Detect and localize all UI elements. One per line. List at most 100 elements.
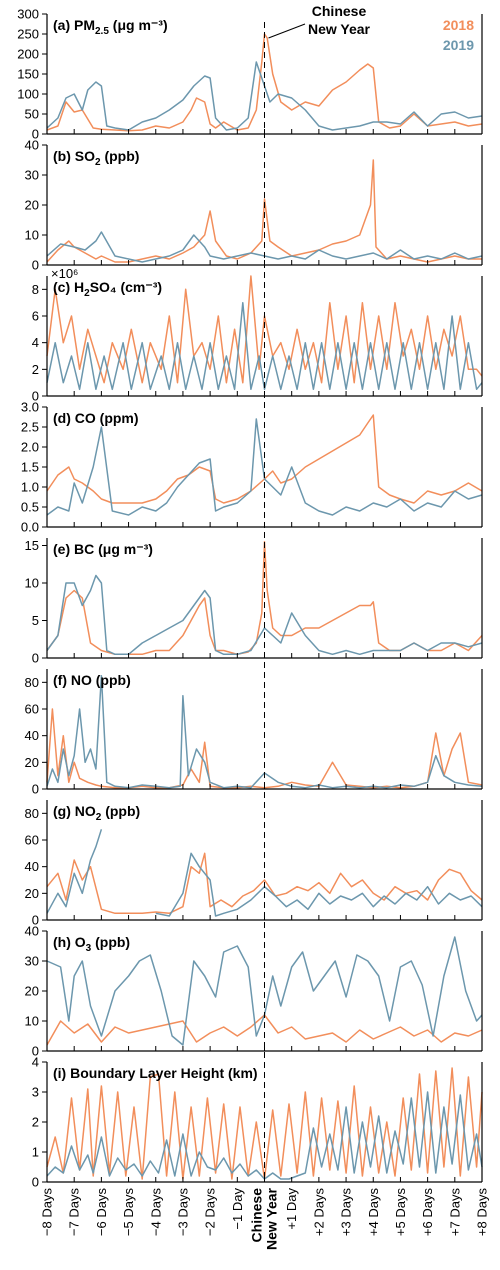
panel-title: (e) BC (μg m⁻³) [53, 541, 153, 557]
x-tick-label-new-year: New Year [264, 1187, 280, 1250]
series-2018-line [46, 33, 483, 132]
chinese-new-year-pointer [268, 23, 306, 39]
y-tick-label: 0 [32, 127, 39, 142]
y-tick-label: 15 [25, 538, 39, 553]
x-tick-label: +6 Days [420, 1188, 435, 1237]
series-2019-line [46, 829, 483, 917]
x-tick-label: −5 Days [121, 1188, 136, 1237]
x-tick-label: −7 Days [67, 1188, 82, 1237]
y-tick-label: 20 [25, 198, 39, 213]
x-tick-label: +4 Days [366, 1188, 381, 1237]
panel-title: (c) H2SO₄ (cm⁻³) [53, 279, 162, 299]
panel-8: 0 10 20 30 40 (h) O3 (ppb) [25, 924, 483, 1059]
y-tick-label: 0 [32, 389, 39, 404]
y-tick-label: 4 [32, 1055, 39, 1070]
y-tick-label: 2 [32, 362, 39, 377]
y-tick-label: 60 [25, 833, 39, 848]
y-tick-label: 0 [32, 782, 39, 797]
series-2018-line [46, 159, 482, 263]
x-tick-label: −8 Days [40, 1188, 55, 1237]
x-tick-label: +1 Day [284, 1188, 299, 1230]
series-2018-line [46, 414, 483, 504]
y-tick-label: 40 [25, 138, 39, 153]
series-2019-line [46, 674, 483, 789]
x-tick-label: −4 Days [148, 1188, 163, 1237]
y-tick-label: 10 [25, 228, 39, 243]
overlay-layer: Chinese New Year 2018 2019 [264, 3, 474, 1182]
y-tick-label: 1.5 [21, 460, 39, 475]
series-2019-line [46, 574, 483, 656]
y-tick-label: 80 [25, 675, 39, 690]
y-tick-label: 0.5 [21, 500, 39, 515]
series-2019-line [46, 231, 483, 263]
y-tick-label: 150 [17, 67, 39, 82]
series-2019-line [46, 301, 483, 391]
y-tick-label: 100 [17, 87, 39, 102]
x-tick-label: +7 Days [447, 1188, 462, 1237]
x-tick-label: −3 Days [175, 1188, 190, 1237]
y-tick-label: 6 [32, 309, 39, 324]
panel-title: (b) SO2 (ppb) [53, 148, 139, 168]
x-tick-label-chinese: Chinese [249, 1188, 265, 1243]
y-tick-label: 30 [25, 954, 39, 969]
x-tick-label: −2 Days [203, 1188, 218, 1237]
x-tick-label: +2 Days [311, 1188, 326, 1237]
legend-entry-2018: 2018 [443, 17, 474, 33]
series-2019-line [46, 418, 483, 516]
y-tick-label: 300 [17, 7, 39, 22]
y-tick-label: 0 [32, 651, 39, 666]
y-tick-label: 20 [25, 886, 39, 901]
y-tick-label: 20 [25, 984, 39, 999]
x-tick-label: −6 Days [94, 1188, 109, 1237]
panel-title: (g) NO2 (ppb) [53, 803, 140, 823]
y-tick-label: 10 [25, 1014, 39, 1029]
panel-4: 0.0 0.5 1.0 1.5 2.0 2.5 3.0 (d) CO (ppm) [21, 400, 483, 535]
y-axis-multiplier: ×10⁶ [51, 266, 78, 281]
x-tick-label: +5 Days [393, 1188, 408, 1237]
y-tick-label: 3 [32, 1085, 39, 1100]
panel-9: 0 1 2 3 4 (i) Boundary Layer Height (km) [32, 1055, 483, 1190]
y-tick-label: 20 [25, 755, 39, 770]
panel-title: (h) O3 (ppb) [53, 934, 130, 954]
y-tick-label: 0.0 [21, 520, 39, 535]
panel-1: 0 50 100 150 200 250 300 (a) PM2.5 (μg m⁻³) [17, 7, 483, 142]
panel-3: 0 2 4 6 8 (c) H2SO₄ (cm⁻³)×10⁶ [32, 266, 483, 404]
panel-5: 0 5 10 15 (e) BC (μg m⁻³) [25, 538, 483, 666]
y-tick-label: 8 [32, 282, 39, 297]
annotation-chinese-line1: Chinese [312, 3, 367, 19]
y-tick-label: 80 [25, 806, 39, 821]
series-2019-line [46, 61, 483, 131]
y-tick-label: 1 [32, 1145, 39, 1160]
y-tick-label: 5 [32, 613, 39, 628]
y-tick-label: 3.0 [21, 400, 39, 415]
y-tick-label: 40 [25, 859, 39, 874]
y-tick-label: 30 [25, 168, 39, 183]
y-tick-label: 10 [25, 576, 39, 591]
y-tick-label: 200 [17, 47, 39, 62]
y-tick-label: 0 [32, 1044, 39, 1059]
y-tick-label: 0 [32, 913, 39, 928]
panel-title: (d) CO (ppm) [53, 410, 139, 426]
y-tick-label: 1.0 [21, 480, 39, 495]
y-tick-label: 250 [17, 27, 39, 42]
y-tick-label: 40 [25, 924, 39, 939]
y-tick-label: 2 [32, 1115, 39, 1130]
panel-title: (i) Boundary Layer Height (km) [53, 1065, 258, 1081]
panel-6: 0 20 40 60 80 (f) NO (ppb) [25, 669, 483, 797]
annotation-new-year-line2: New Year [308, 21, 371, 37]
panel-title: (f) NO (ppb) [53, 672, 131, 688]
series-2018-line [46, 852, 483, 915]
x-tick-label: +8 Days [475, 1188, 490, 1237]
x-tick-label: +3 Days [339, 1188, 354, 1237]
series-2018-line [46, 275, 483, 384]
panel-title: (a) PM2.5 (μg m⁻³) [53, 17, 168, 37]
x-tick-label: −1 Day [230, 1188, 245, 1230]
y-tick-label: 60 [25, 702, 39, 717]
legend-entry-2019: 2019 [443, 37, 474, 53]
x-axis: −8 Days −7 Days −6 Days −5 Days −4 Days −3 Da… [40, 1187, 490, 1250]
series-2018-line [46, 1014, 483, 1046]
panel-7: 0 20 40 60 80 (g) NO2 (ppb) [25, 800, 483, 928]
y-tick-label: 2.0 [21, 440, 39, 455]
